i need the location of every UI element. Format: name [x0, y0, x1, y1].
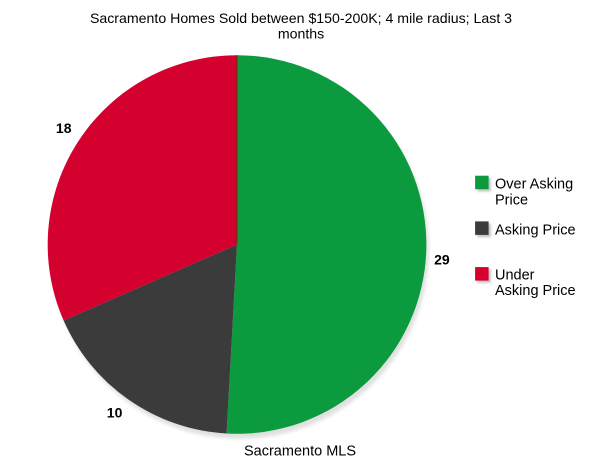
svg-text:Asking Price: Asking Price — [495, 283, 576, 299]
svg-text:29: 29 — [434, 251, 450, 267]
svg-text:Sacramento Homes Sold between: Sacramento Homes Sold between $150-200K;… — [90, 10, 512, 26]
svg-text:months: months — [278, 25, 324, 41]
svg-text:10: 10 — [107, 405, 123, 421]
svg-text:Under: Under — [495, 268, 535, 284]
svg-text:Asking Price: Asking Price — [495, 223, 576, 239]
svg-text:Price: Price — [495, 193, 528, 209]
svg-text:18: 18 — [56, 120, 72, 136]
svg-text:Over Asking: Over Asking — [495, 177, 573, 193]
svg-text:Sacramento MLS: Sacramento MLS — [244, 444, 356, 460]
